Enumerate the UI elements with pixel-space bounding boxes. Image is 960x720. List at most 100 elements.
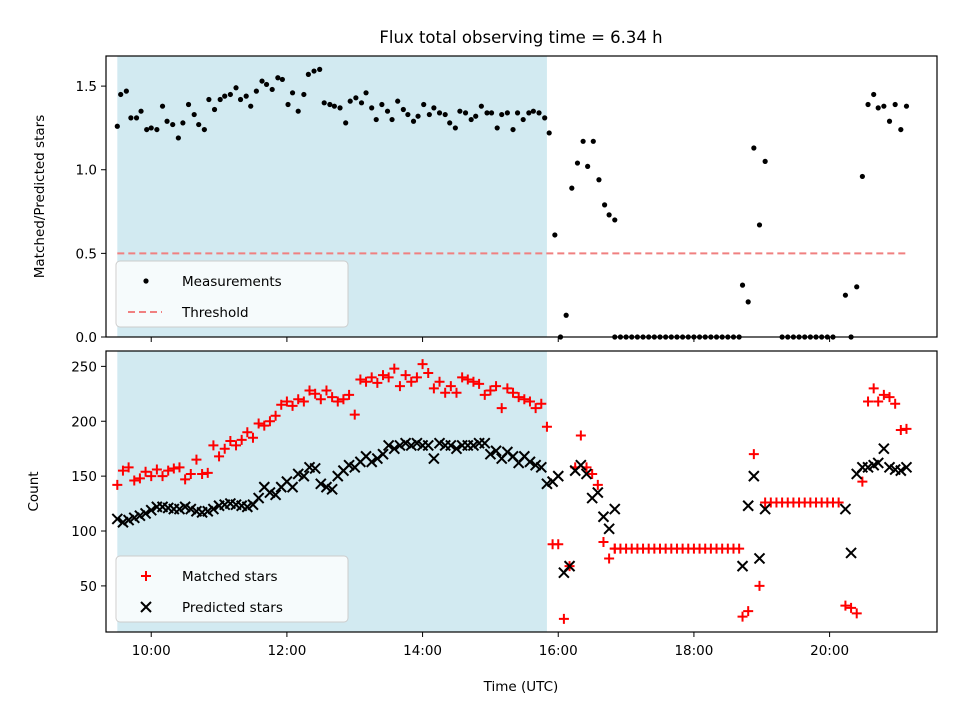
data-point	[287, 400, 298, 411]
data-point	[474, 378, 485, 389]
data-point	[214, 451, 225, 462]
data-point	[118, 91, 124, 98]
axes-frame	[105, 350, 938, 633]
data-point	[344, 389, 355, 400]
data-point	[146, 471, 157, 482]
data-point	[881, 103, 887, 109]
data-point	[197, 468, 208, 479]
data-point	[395, 98, 401, 104]
data-point	[410, 118, 417, 124]
data-point	[886, 118, 893, 124]
data-point	[892, 101, 898, 108]
data-point	[353, 95, 359, 101]
data-point	[428, 383, 439, 394]
data-point	[206, 96, 212, 103]
data-point	[310, 388, 321, 399]
series-measurements	[114, 66, 910, 340]
data-point	[451, 387, 462, 398]
data-point	[526, 110, 532, 116]
data-point	[208, 440, 219, 451]
data-point	[243, 93, 249, 99]
data-point	[358, 100, 365, 106]
data-point	[140, 466, 151, 477]
x-tick-label: 18:00	[674, 643, 713, 659]
data-point	[530, 108, 536, 114]
data-point	[185, 468, 196, 479]
data-point	[388, 442, 401, 455]
data-point	[587, 468, 598, 479]
y-tick-label: 0.0	[76, 330, 97, 346]
data-point	[163, 465, 174, 476]
data-point	[405, 111, 411, 118]
data-point	[227, 91, 233, 98]
data-point	[191, 111, 197, 118]
data-point	[546, 130, 552, 136]
data-point	[884, 392, 895, 403]
data-point	[311, 68, 317, 74]
data-point	[321, 385, 332, 396]
data-point	[434, 376, 445, 387]
data-point	[854, 284, 860, 290]
data-point	[890, 398, 901, 409]
data-point	[382, 439, 395, 452]
data-point	[574, 160, 581, 166]
data-point	[394, 381, 405, 392]
data-point	[737, 611, 748, 622]
data-point	[604, 553, 615, 564]
data-point	[207, 503, 220, 515]
data-point	[219, 443, 230, 454]
data-point	[445, 439, 457, 452]
data-point	[301, 91, 307, 98]
data-point	[519, 394, 530, 405]
data-point	[462, 374, 473, 385]
data-point	[202, 467, 213, 478]
data-point	[580, 468, 593, 480]
data-point	[315, 478, 327, 490]
data-point	[338, 394, 349, 405]
data-point	[191, 454, 202, 465]
data-point	[484, 448, 497, 460]
data-point	[488, 110, 495, 116]
data-point	[552, 470, 564, 482]
data-point	[592, 486, 604, 499]
data-point	[222, 93, 228, 99]
data-point	[842, 292, 849, 298]
data-point	[379, 101, 385, 108]
data-point	[400, 106, 406, 113]
data-point	[369, 105, 375, 111]
data-point	[242, 427, 253, 438]
data-point	[762, 158, 768, 164]
data-point	[400, 370, 411, 381]
data-point	[281, 396, 292, 407]
data-point	[134, 473, 145, 484]
data-point	[859, 173, 865, 180]
data-point	[736, 560, 749, 572]
data-point	[442, 111, 448, 118]
data-point	[840, 600, 851, 611]
data-point	[295, 108, 301, 114]
data-point	[196, 121, 202, 128]
data-point	[253, 418, 264, 429]
data-point	[373, 116, 379, 123]
top-panel: 0.0 0.5 1.0 1.5 Matched/Predicted stars Measu…	[32, 55, 938, 346]
data-point	[168, 463, 179, 474]
legend-label: Predicted stars	[182, 600, 283, 616]
data-point	[180, 474, 191, 485]
data-point	[754, 580, 765, 591]
data-point	[270, 410, 281, 421]
data-point	[592, 479, 603, 490]
data-point	[415, 113, 421, 119]
data-point	[347, 98, 353, 104]
data-point	[878, 442, 890, 455]
data-point	[145, 504, 157, 516]
data-point	[734, 543, 745, 554]
legend-marker	[143, 278, 149, 284]
data-point	[569, 185, 575, 191]
data-point	[293, 394, 304, 405]
data-point	[612, 217, 618, 223]
data-point	[331, 103, 337, 109]
data-point	[133, 115, 140, 121]
data-point	[552, 232, 558, 238]
data-point	[259, 78, 265, 84]
data-point	[321, 100, 327, 106]
